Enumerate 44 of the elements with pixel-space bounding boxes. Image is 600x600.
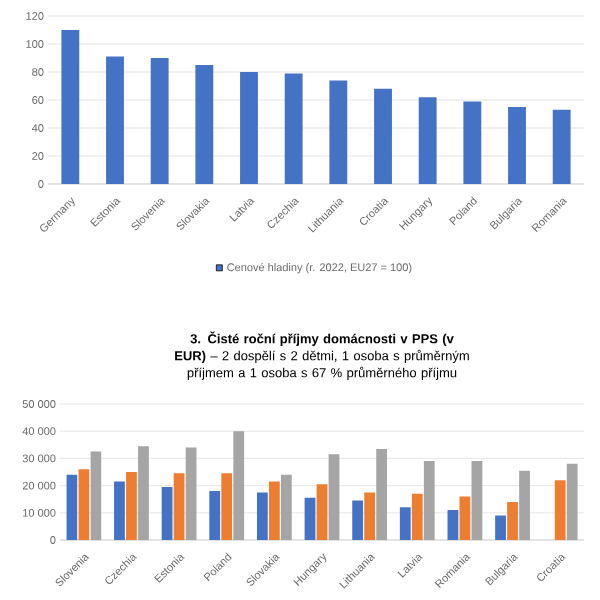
bar bbox=[471, 461, 483, 540]
bar bbox=[552, 109, 571, 184]
bar bbox=[304, 497, 316, 540]
bar bbox=[90, 451, 102, 540]
bar bbox=[447, 510, 459, 540]
bar bbox=[209, 491, 221, 540]
bar bbox=[240, 72, 258, 184]
bar bbox=[399, 507, 411, 540]
bar bbox=[364, 492, 376, 540]
bar bbox=[329, 80, 348, 184]
bar bbox=[126, 472, 137, 540]
bar bbox=[78, 469, 90, 540]
bar bbox=[173, 473, 185, 540]
bar bbox=[328, 454, 340, 540]
bar bbox=[352, 500, 364, 540]
bar bbox=[507, 501, 518, 540]
bar bbox=[280, 474, 292, 540]
bar bbox=[411, 493, 423, 540]
bar bbox=[495, 515, 506, 540]
bar bbox=[114, 481, 125, 540]
bar bbox=[423, 461, 435, 540]
bar bbox=[195, 64, 214, 184]
bar bbox=[185, 447, 197, 540]
bar bbox=[374, 88, 392, 184]
bar bbox=[519, 470, 530, 540]
bar bbox=[138, 446, 149, 540]
bar bbox=[161, 486, 173, 540]
bar bbox=[61, 29, 80, 184]
bar bbox=[233, 431, 245, 540]
bar bbox=[106, 56, 124, 184]
bar bbox=[508, 106, 526, 184]
bar bbox=[150, 58, 169, 184]
bar bbox=[566, 463, 578, 540]
bar bbox=[316, 484, 328, 540]
bar bbox=[459, 496, 471, 540]
bar bbox=[268, 481, 280, 540]
bar bbox=[221, 473, 233, 540]
bar bbox=[554, 480, 566, 540]
bar bbox=[256, 492, 268, 540]
bar bbox=[376, 448, 388, 540]
bar bbox=[463, 101, 482, 184]
bar bbox=[418, 97, 437, 184]
bar bbox=[284, 73, 303, 184]
bar bbox=[66, 474, 78, 540]
